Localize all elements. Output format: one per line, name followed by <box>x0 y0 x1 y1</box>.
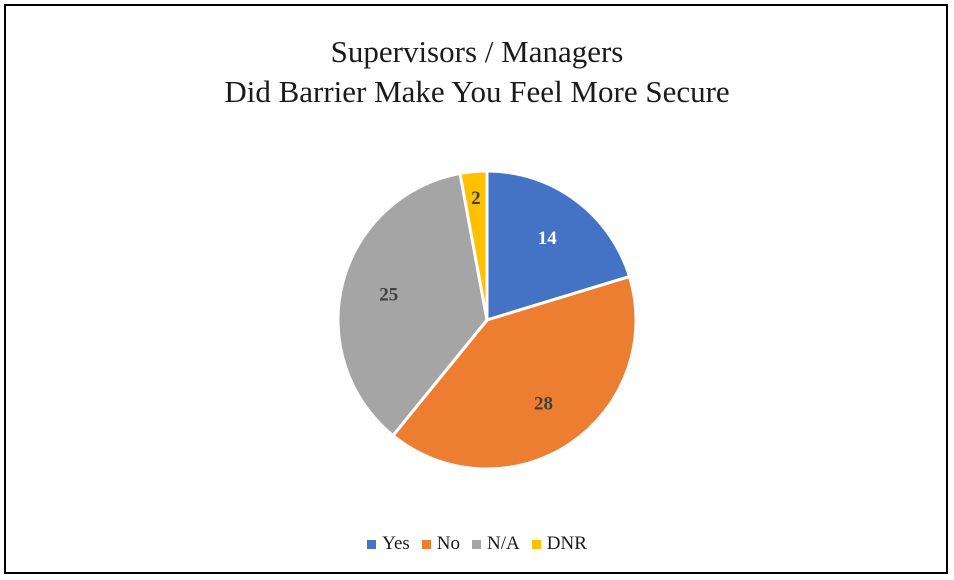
legend-item-n-a: N/A <box>472 533 520 555</box>
chart-title: Supervisors / Managers Did Barrier Make … <box>0 32 954 112</box>
chart-title-line-2: Did Barrier Make You Feel More Secure <box>224 74 730 109</box>
legend-label-yes: Yes <box>382 533 410 554</box>
legend-item-no: No <box>421 533 461 555</box>
legend-label-n-a: N/A <box>487 533 520 554</box>
data-label-dnr: 2 <box>471 188 481 209</box>
data-label-yes: 14 <box>538 228 558 249</box>
chart-legend: Yes No N/A DNR <box>0 533 954 555</box>
legend-swatch-dnr <box>531 539 541 549</box>
legend-swatch-yes <box>367 539 377 549</box>
legend-swatch-no <box>421 539 431 549</box>
pie-slice-n-a <box>336 171 489 438</box>
legend-label-no: No <box>436 533 461 554</box>
data-label-no: 28 <box>534 394 553 415</box>
legend-swatch-n-a <box>472 539 482 549</box>
legend-item-yes: Yes <box>367 533 410 555</box>
data-label-n-a: 25 <box>379 284 398 305</box>
legend-item-dnr: DNR <box>531 533 587 555</box>
pie-slice-no <box>391 275 638 471</box>
pie-slice-dnr <box>458 169 489 322</box>
pie-slice-yes <box>485 169 632 322</box>
legend-label-dnr: DNR <box>546 533 587 554</box>
chart-title-line-1: Supervisors / Managers <box>330 34 624 69</box>
